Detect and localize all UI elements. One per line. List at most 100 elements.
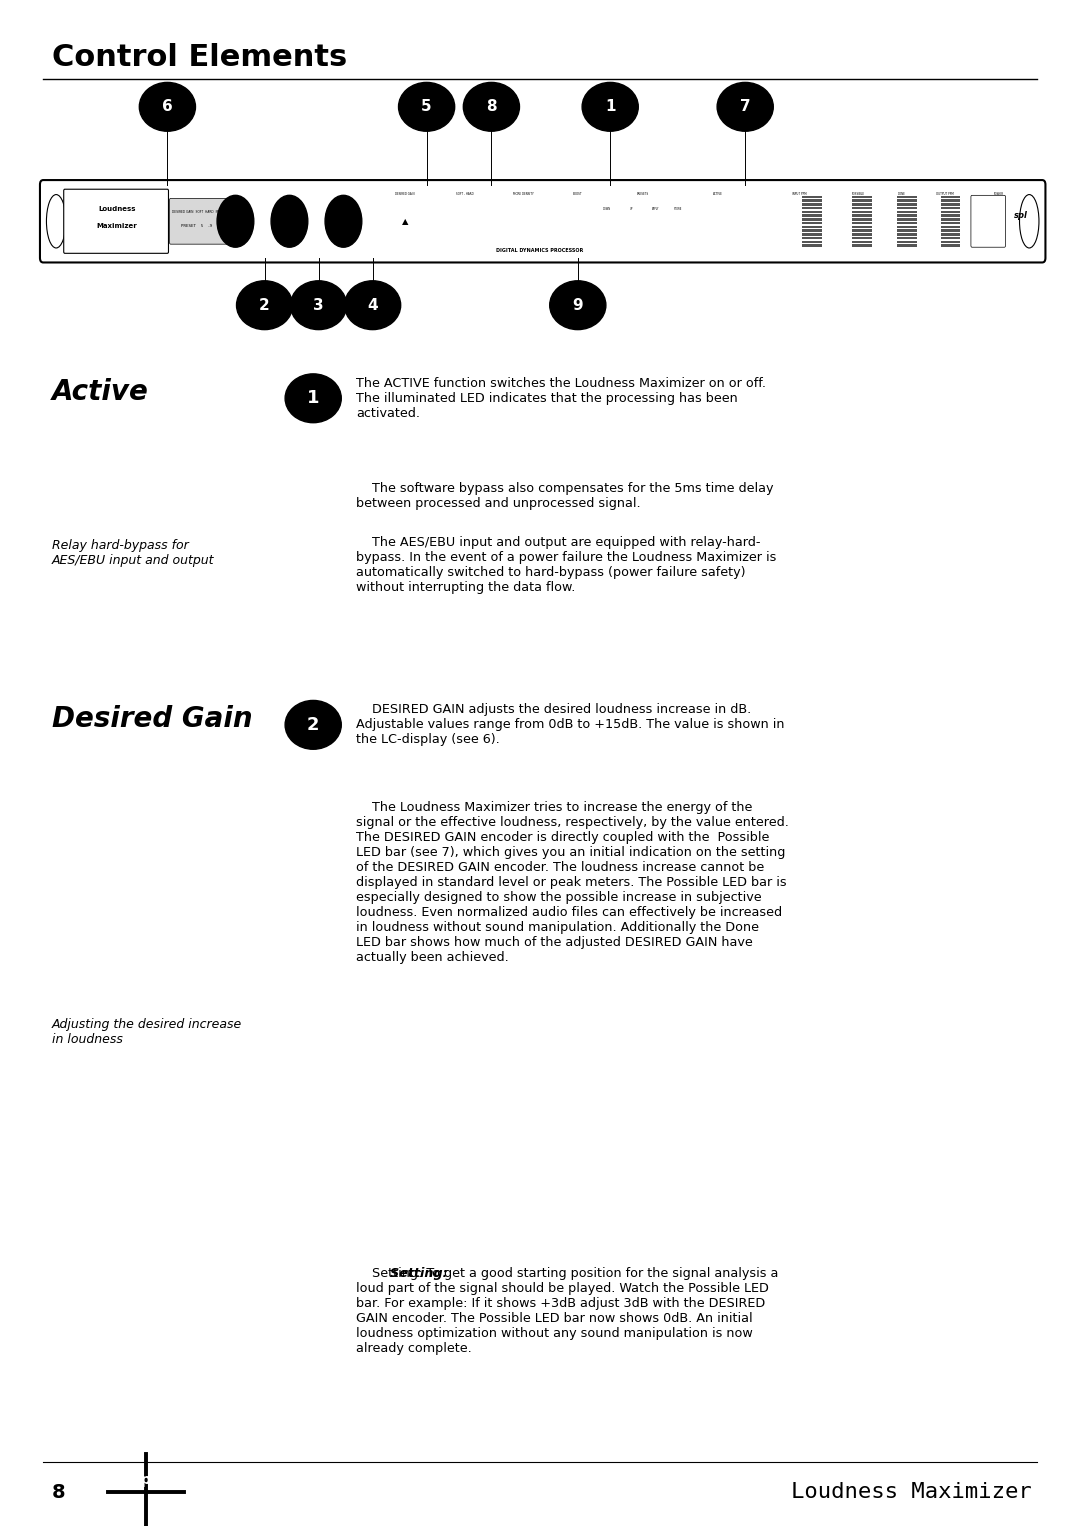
- Text: UP: UP: [630, 208, 634, 211]
- Text: ACTIVE: ACTIVE: [713, 192, 724, 195]
- Bar: [941, 233, 960, 235]
- Bar: [852, 208, 872, 209]
- Bar: [802, 195, 822, 198]
- Ellipse shape: [717, 82, 773, 131]
- Text: DESIRED GAIN adjusts the desired loudness increase in dB.
Adjustable values rang: DESIRED GAIN adjusts the desired loudnes…: [356, 703, 785, 746]
- Bar: [852, 211, 872, 214]
- Bar: [897, 218, 917, 221]
- Bar: [897, 226, 917, 227]
- Bar: [941, 208, 960, 209]
- Ellipse shape: [463, 82, 519, 131]
- Bar: [852, 244, 872, 247]
- Text: 5: 5: [421, 99, 432, 114]
- Ellipse shape: [46, 195, 66, 247]
- Text: DIGITAL DYNAMICS PROCESSOR: DIGITAL DYNAMICS PROCESSOR: [497, 247, 583, 253]
- Text: 2: 2: [259, 298, 270, 313]
- Bar: [802, 229, 822, 232]
- Bar: [941, 237, 960, 240]
- Text: STORE: STORE: [674, 208, 683, 211]
- Text: SOFT - HARD: SOFT - HARD: [456, 192, 473, 195]
- Bar: [941, 226, 960, 227]
- Ellipse shape: [291, 281, 347, 330]
- Bar: [897, 203, 917, 206]
- Bar: [897, 244, 917, 247]
- Bar: [802, 203, 822, 206]
- Bar: [852, 195, 872, 198]
- Bar: [802, 208, 822, 209]
- Bar: [941, 241, 960, 243]
- Bar: [802, 221, 822, 224]
- Bar: [897, 241, 917, 243]
- Text: 1: 1: [307, 389, 320, 407]
- Text: The ACTIVE function switches the Loudness Maximizer on or off.
The illuminated L: The ACTIVE function switches the Loudnes…: [356, 377, 767, 420]
- Text: DESIRED GAIN: DESIRED GAIN: [395, 192, 415, 195]
- Ellipse shape: [582, 82, 638, 131]
- Bar: [897, 229, 917, 232]
- Text: Adjusting the desired increase
in loudness: Adjusting the desired increase in loudne…: [52, 1018, 242, 1045]
- Bar: [941, 244, 960, 247]
- Bar: [852, 226, 872, 227]
- Bar: [941, 215, 960, 217]
- Text: MORE DENSITY: MORE DENSITY: [513, 192, 535, 195]
- Circle shape: [217, 195, 254, 247]
- Text: Loudness: Loudness: [98, 206, 135, 212]
- Bar: [802, 215, 822, 217]
- Text: Control Elements: Control Elements: [52, 43, 347, 72]
- Bar: [802, 211, 822, 214]
- Text: APPLY: APPLY: [652, 208, 659, 211]
- FancyBboxPatch shape: [64, 189, 168, 253]
- Text: L: L: [154, 1473, 163, 1488]
- Circle shape: [271, 195, 308, 247]
- Bar: [852, 215, 872, 217]
- Bar: [802, 244, 822, 247]
- Text: Maximizer: Maximizer: [96, 223, 137, 229]
- Ellipse shape: [285, 374, 341, 423]
- Text: DOWN: DOWN: [603, 208, 611, 211]
- Bar: [802, 200, 822, 201]
- Ellipse shape: [285, 700, 341, 749]
- Ellipse shape: [237, 281, 293, 330]
- Bar: [802, 241, 822, 243]
- Bar: [941, 211, 960, 214]
- Text: 8: 8: [486, 99, 497, 114]
- Text: 1: 1: [605, 99, 616, 114]
- Bar: [802, 226, 822, 227]
- Bar: [852, 218, 872, 221]
- Text: PRESET    5    -9    6    18: PRESET 5 -9 6 18: [181, 224, 229, 227]
- Bar: [941, 200, 960, 201]
- Ellipse shape: [345, 281, 401, 330]
- Bar: [941, 229, 960, 232]
- Bar: [852, 200, 872, 201]
- Bar: [802, 237, 822, 240]
- Text: 2: 2: [307, 716, 320, 734]
- FancyBboxPatch shape: [971, 195, 1005, 247]
- Bar: [852, 241, 872, 243]
- Text: The software bypass also compensates for the 5ms time delay
between processed an: The software bypass also compensates for…: [356, 482, 774, 510]
- Text: 4: 4: [367, 298, 378, 313]
- Bar: [941, 203, 960, 206]
- Text: s: s: [129, 1473, 137, 1488]
- Bar: [852, 229, 872, 232]
- Text: OUTPUT PPM: OUTPUT PPM: [936, 192, 954, 195]
- Text: p: p: [140, 1473, 151, 1488]
- Bar: [941, 218, 960, 221]
- Text: Loudness Maximizer: Loudness Maximizer: [791, 1482, 1031, 1503]
- FancyBboxPatch shape: [170, 198, 242, 244]
- Text: POSSIBLE: POSSIBLE: [852, 192, 865, 195]
- Bar: [897, 200, 917, 201]
- Text: PRESETS: PRESETS: [636, 192, 649, 195]
- Bar: [852, 221, 872, 224]
- Text: Active: Active: [52, 378, 149, 406]
- Ellipse shape: [550, 281, 606, 330]
- Bar: [802, 233, 822, 235]
- Text: spl: spl: [1014, 211, 1027, 220]
- Text: 9: 9: [572, 298, 583, 313]
- Text: DONE: DONE: [897, 192, 906, 195]
- Text: Relay hard-bypass for
AES/EBU input and output: Relay hard-bypass for AES/EBU input and …: [52, 539, 214, 566]
- Text: INPUT PPM: INPUT PPM: [792, 192, 807, 195]
- Ellipse shape: [399, 82, 455, 131]
- Bar: [941, 221, 960, 224]
- Text: 8: 8: [52, 1483, 66, 1502]
- Text: DESIRED GAIN  SOFT  HARD  MORE DENSITY: DESIRED GAIN SOFT HARD MORE DENSITY: [172, 211, 239, 214]
- Bar: [897, 211, 917, 214]
